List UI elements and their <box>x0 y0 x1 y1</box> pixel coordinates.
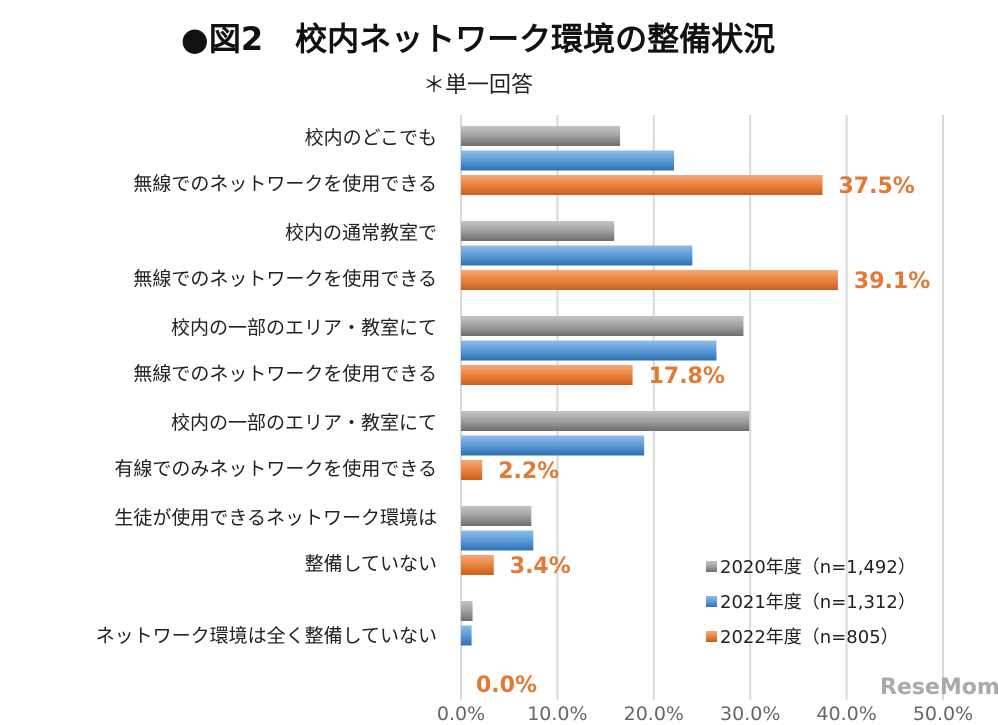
category-label: 整備していない <box>305 553 437 575</box>
legend-label: 2022年度（n=805） <box>720 627 899 648</box>
legend-swatch <box>706 596 717 607</box>
x-tick-label: 20.0% <box>624 703 684 725</box>
category-label: 校内の一部のエリア・教室にて <box>171 412 437 434</box>
legend-swatch <box>706 631 717 642</box>
legend-label: 2020年度（n=1,492） <box>720 557 916 578</box>
bar <box>461 460 483 480</box>
x-tick-label: 50.0% <box>913 703 973 725</box>
bar <box>461 435 645 456</box>
category-label: 校内のどこでも <box>305 127 437 149</box>
bar <box>461 411 750 431</box>
data-label: 0.0% <box>476 673 537 698</box>
category-label: 有線でのみネットワークを使用できる <box>114 458 437 480</box>
category-label: 校内の一部のエリア・教室にて <box>171 317 437 339</box>
bar <box>461 126 621 146</box>
watermark-logo: ReseMom <box>880 675 998 700</box>
data-label: 3.4% <box>510 554 571 579</box>
category-label: 生徒が使用できるネットワーク環境は <box>114 507 437 529</box>
bar <box>461 245 693 266</box>
x-tick-label: 30.0% <box>720 703 780 725</box>
bar <box>461 150 675 171</box>
bar <box>461 340 717 361</box>
category-label: 無線でのネットワークを使用できる <box>133 363 437 385</box>
chart-title: ●図2 校内ネットワーク環境の整備状況 <box>181 20 775 58</box>
bar <box>461 316 744 336</box>
bar <box>461 221 615 241</box>
bar <box>461 270 838 290</box>
category-label: 無線でのネットワークを使用できる <box>133 173 437 195</box>
x-tick-label: 0.0% <box>437 703 485 725</box>
x-tick-label: 40.0% <box>816 703 876 725</box>
bar <box>461 365 633 385</box>
data-label: 2.2% <box>498 459 559 484</box>
category-label: 校内の通常教室で <box>285 222 437 244</box>
legend-label: 2021年度（n=1,312） <box>720 592 916 613</box>
bar <box>461 530 534 551</box>
data-label: 37.5% <box>839 174 915 199</box>
x-tick-label: 10.0% <box>527 703 587 725</box>
data-label: 17.8% <box>649 364 725 389</box>
bar <box>461 555 494 575</box>
bar <box>461 601 473 621</box>
bar <box>461 175 823 195</box>
bar <box>461 506 532 526</box>
bar <box>461 625 472 646</box>
legend-swatch <box>706 561 717 572</box>
category-label: 無線でのネットワークを使用できる <box>133 268 437 290</box>
data-label: 39.1% <box>854 269 930 294</box>
category-label: ネットワーク環境は全く整備していない <box>96 625 437 647</box>
chart-subtitle: ＊単一回答 <box>423 73 533 98</box>
